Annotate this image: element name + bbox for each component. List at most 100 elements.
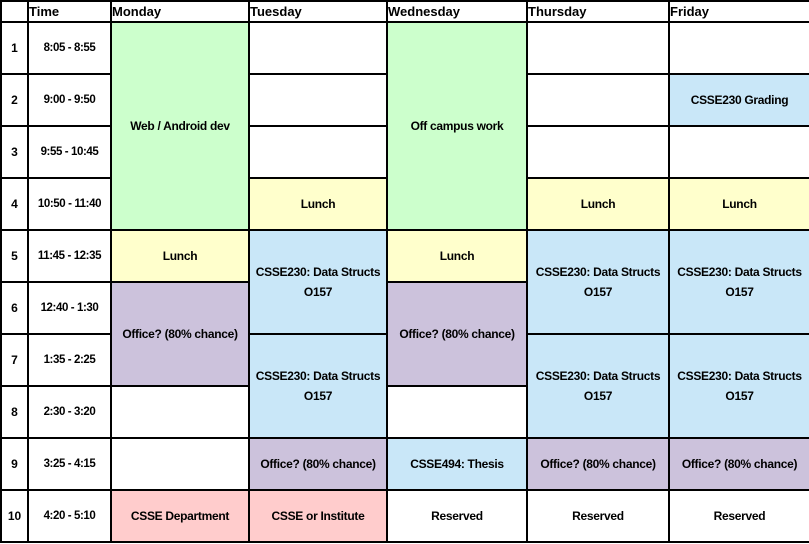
row-number-cell[interactable]: 5 [0, 229, 29, 283]
cell-text: CSSE230: Data Structs [677, 265, 802, 279]
cell-thursday-r3[interactable] [526, 125, 670, 179]
cell-text: Office? (80% chance) [122, 327, 238, 341]
time-cell[interactable]: 9:00 - 9:50 [27, 73, 112, 127]
schedule-row-1: 1 8:05 - 8:55 Web / Android dev Off campus … [0, 21, 809, 231]
cell-text: Reserved [572, 509, 624, 523]
cell-text: CSSE Department [130, 509, 230, 523]
cell-text: O157 [725, 285, 754, 299]
schedule-row-4: 4 10:50 - 11:40 Lunch Lunch Lunch [0, 177, 809, 231]
day-header-monday[interactable]: Monday [110, 0, 250, 23]
row-number-cell[interactable]: 3 [0, 125, 29, 179]
cell-text: CSSE230: Data Structs [677, 369, 802, 383]
cell-tuesday-r4[interactable]: Lunch [248, 177, 388, 231]
row-number-cell[interactable]: 8 [0, 385, 29, 439]
cell-text: O157 [583, 389, 613, 403]
cell-text: O157 [303, 389, 333, 403]
cell-text: CSSE230 Grading [690, 93, 789, 107]
cell-thursday-r4[interactable]: Lunch [526, 177, 670, 231]
corner-header-cell[interactable] [0, 0, 29, 23]
cell-text: CSSE230: Data Structs [535, 369, 661, 383]
row-number-cell[interactable]: 9 [0, 437, 29, 491]
row-number-cell[interactable]: 10 [0, 489, 29, 543]
time-column-header[interactable]: Time [27, 0, 112, 23]
row-number-cell[interactable]: 1 [0, 21, 29, 75]
cell-monday-r8[interactable] [110, 385, 250, 439]
cell-friday-r5[interactable]: CSSE230: Data Structs O157 [668, 229, 809, 335]
cell-thursday-r1[interactable] [526, 21, 670, 75]
schedule-row-7: 7 1:35 - 2:25 CSSE230: Data Structs O157 CSS… [0, 333, 809, 439]
cell-tuesday-r5[interactable]: CSSE230: Data Structs O157 [248, 229, 388, 335]
cell-text: CSSE230: Data Structs [255, 265, 381, 279]
cell-text: O157 [725, 389, 754, 403]
cell-friday-r7[interactable]: CSSE230: Data Structs O157 [668, 333, 809, 439]
day-header-tuesday[interactable]: Tuesday [248, 0, 388, 23]
cell-friday-r1[interactable] [668, 21, 809, 75]
day-header-wednesday[interactable]: Wednesday [386, 0, 528, 23]
schedule-body: 1 8:05 - 8:55 Web / Android dev Off campus … [0, 21, 809, 543]
cell-monday-r1[interactable]: Web / Android dev [110, 21, 250, 231]
schedule-row-10: 10 4:20 - 5:10 CSSE Department CSSE or Inst… [0, 489, 809, 543]
schedule-row-6: 6 12:40 - 1:30 Office? (80% chance) Office?… [0, 281, 809, 387]
cell-tuesday-r2[interactable] [248, 73, 388, 127]
cell-wednesday-r1[interactable]: Off campus work [386, 21, 528, 231]
time-cell[interactable]: 3:25 - 4:15 [27, 437, 112, 491]
cell-text: Lunch [439, 249, 475, 263]
cell-wednesday-r9[interactable]: CSSE494: Thesis [386, 437, 528, 491]
cell-text: CSSE230: Data Structs [255, 369, 381, 383]
cell-monday-r5[interactable]: Lunch [110, 229, 250, 283]
day-header-thursday[interactable]: Thursday [526, 0, 670, 23]
time-cell[interactable]: 10:50 - 11:40 [27, 177, 112, 231]
cell-text: O157 [583, 285, 613, 299]
cell-tuesday-r3[interactable] [248, 125, 388, 179]
time-cell[interactable]: 1:35 - 2:25 [27, 333, 112, 387]
cell-text: Off campus work [410, 119, 504, 133]
cell-text: CSSE or Institute [271, 509, 365, 523]
cell-tuesday-r1[interactable] [248, 21, 388, 75]
time-cell[interactable]: 9:55 - 10:45 [27, 125, 112, 179]
cell-text: Office? (80% chance) [540, 457, 656, 471]
day-header-friday[interactable]: Friday [668, 0, 809, 23]
cell-friday-r3[interactable] [668, 125, 809, 179]
time-cell[interactable]: 4:20 - 5:10 [27, 489, 112, 543]
time-cell[interactable]: 11:45 - 12:35 [27, 229, 112, 283]
cell-text: Office? (80% chance) [260, 457, 376, 471]
cell-tuesday-r7[interactable]: CSSE230: Data Structs O157 [248, 333, 388, 439]
cell-wednesday-r6[interactable]: Office? (80% chance) [386, 281, 528, 387]
cell-wednesday-r8[interactable] [386, 385, 528, 439]
time-cell[interactable]: 2:30 - 3:20 [27, 385, 112, 439]
header-row: Time Monday Tuesday Wednesday Thursday Friday [0, 0, 809, 23]
row-number-cell[interactable]: 6 [0, 281, 29, 335]
cell-monday-r10[interactable]: CSSE Department [110, 489, 250, 543]
cell-wednesday-r5[interactable]: Lunch [386, 229, 528, 283]
cell-thursday-r10[interactable]: Reserved [526, 489, 670, 543]
cell-tuesday-r9[interactable]: Office? (80% chance) [248, 437, 388, 491]
row-number-cell[interactable]: 7 [0, 333, 29, 387]
cell-monday-r9[interactable] [110, 437, 250, 491]
cell-wednesday-r10[interactable]: Reserved [386, 489, 528, 543]
cell-text: Lunch [162, 249, 198, 263]
cell-thursday-r2[interactable] [526, 73, 670, 127]
cell-friday-r2[interactable]: CSSE230 Grading [668, 73, 809, 127]
cell-text: CSSE494: Thesis [410, 457, 504, 471]
cell-thursday-r5[interactable]: CSSE230: Data Structs O157 [526, 229, 670, 335]
cell-tuesday-r10[interactable]: CSSE or Institute [248, 489, 388, 543]
cell-friday-r4[interactable]: Lunch [668, 177, 809, 231]
cell-friday-r9[interactable]: Office? (80% chance) [668, 437, 809, 491]
schedule-row-5: 5 11:45 - 12:35 Lunch CSSE230: Data Structs… [0, 229, 809, 335]
cell-text: Web / Android dev [130, 119, 230, 133]
cell-monday-r6[interactable]: Office? (80% chance) [110, 281, 250, 387]
cell-thursday-r9[interactable]: Office? (80% chance) [526, 437, 670, 491]
time-cell[interactable]: 12:40 - 1:30 [27, 281, 112, 335]
cell-text: CSSE230: Data Structs [535, 265, 661, 279]
row-number-cell[interactable]: 4 [0, 177, 29, 231]
cell-thursday-r7[interactable]: CSSE230: Data Structs O157 [526, 333, 670, 439]
schedule-row-2: 2 9:00 - 9:50 CSSE230 Grading [0, 73, 809, 127]
cell-text: Reserved [431, 509, 483, 523]
row-number-cell[interactable]: 2 [0, 73, 29, 127]
cell-friday-r10[interactable]: Reserved [668, 489, 809, 543]
cell-text: Lunch [580, 197, 616, 211]
time-cell[interactable]: 8:05 - 8:55 [27, 21, 112, 75]
cell-text: O157 [303, 285, 333, 299]
